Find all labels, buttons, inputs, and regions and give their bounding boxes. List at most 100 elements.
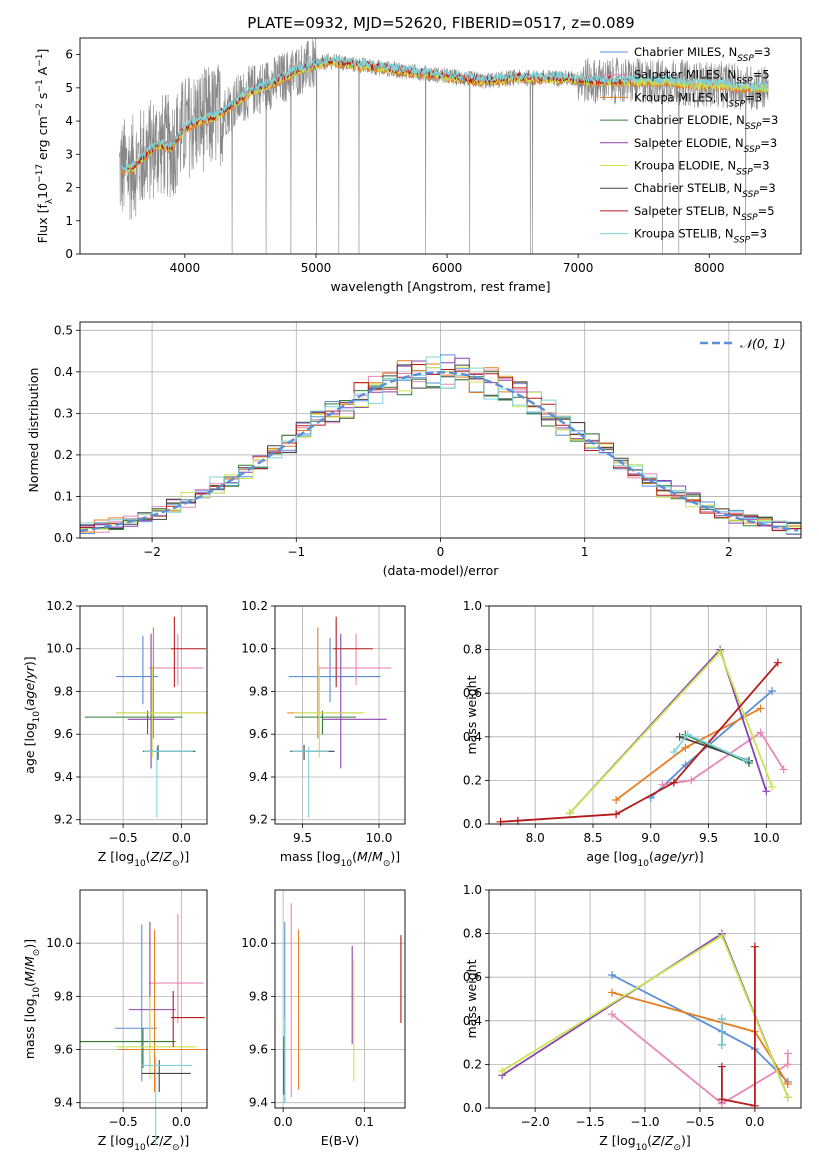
x-tick-label: 9.5 [293, 831, 312, 845]
x-tick-label: 5000 [301, 261, 332, 275]
x-tick-label: 0.0 [745, 1115, 764, 1129]
weight-point-marker [717, 1014, 726, 1023]
x-tick-label: 9.0 [641, 831, 660, 845]
weight-point-marker [768, 687, 777, 696]
axes-frame [274, 889, 406, 1109]
y-tick-label: 0.6 [463, 970, 482, 984]
axes-frame [79, 889, 208, 1109]
y-axis-label: mass [log10(M/M⊙)] [22, 939, 42, 1059]
weight-point-marker [783, 1060, 792, 1069]
legend-label: Chabrier MILES, NSSP=3 [634, 45, 771, 64]
histogram-line [80, 356, 801, 534]
x-tick-label: 7000 [563, 261, 594, 275]
y-tick-label: 6 [65, 48, 73, 62]
x-tick-label: 6000 [432, 261, 463, 275]
y-tick-label: 0.1 [54, 489, 73, 503]
y-tick-label: 9.4 [249, 770, 268, 784]
weight-point-marker [779, 765, 788, 774]
panels: 4000 5000 6000 7000 8000 0 1 2 3 4 5 6 wavelength [A… [22, 37, 802, 1153]
weight-series-line [569, 647, 768, 814]
legend-label: Salpeter STELIB, NSSP=5 [634, 204, 775, 223]
y-tick-label: 10.0 [241, 642, 268, 656]
y-tick-label: 0.0 [54, 531, 73, 545]
weight-point-marker [783, 1049, 792, 1058]
normal-curve-line [80, 371, 799, 532]
weight-point-marker [750, 942, 759, 951]
x-tick-label: 10.0 [366, 831, 393, 845]
x-tick-label: 9.5 [699, 831, 718, 845]
y-tick-label: 9.4 [54, 770, 73, 784]
legend-label: Salpeter ELODIE, NSSP=3 [634, 136, 777, 155]
y-tick-label: 0.8 [463, 643, 482, 657]
legend-label: Chabrier STELIB, NSSP=3 [634, 181, 776, 200]
panel-mass_age: 9.5 10.0 9.2 9.4 9.6 9.8 10.0 10.2 mass [log10(M… [241, 599, 406, 869]
weight-point-marker [750, 1101, 759, 1110]
panel-z_mass: −0.5 0.0 9.4 9.6 9.8 10.0 Z [log10(Z/Z⊙)] mass … [22, 889, 209, 1153]
x-tick-label: −2 [143, 545, 161, 559]
y-tick-label: 10.2 [241, 599, 268, 613]
figure-title: PLATE=0932, MJD=52620, FIBERID=0517, z=0… [247, 14, 634, 32]
y-tick-label: 9.8 [249, 684, 268, 698]
x-tick-label: −0.5 [109, 1115, 138, 1129]
axes-frame [488, 605, 802, 825]
x-axis-label: E(B-V) [321, 1133, 360, 1148]
y-tick-label: 1.0 [463, 599, 482, 613]
axes-frame [274, 605, 406, 825]
weight-series-line [662, 731, 785, 786]
weight-series-line [500, 662, 779, 823]
legend-label: Kroupa MILES, NSSP=3 [634, 90, 762, 109]
weight-point-marker [498, 1066, 507, 1075]
weight-point-marker [683, 730, 692, 739]
y-tick-label: 9.4 [54, 1096, 73, 1110]
x-axis-label: age [log10(age/yr)] [586, 849, 703, 869]
y-tick-label: 1.0 [463, 883, 482, 897]
axes-frame [488, 889, 802, 1109]
y-tick-label: 9.4 [249, 1096, 268, 1110]
axes-frame [79, 605, 208, 825]
x-axis-label: Z [log10(Z/Z⊙)] [599, 1133, 691, 1153]
y-tick-label: 0.4 [54, 365, 73, 379]
weight-point-marker [669, 778, 678, 787]
x-tick-label: 0 [437, 545, 445, 559]
x-axis-label: mass [log10(M/M⊙)] [280, 849, 400, 869]
y-tick-label: 9.8 [249, 989, 268, 1003]
axes-frame [79, 321, 802, 539]
legend-label: 𝒩(0, 1) [740, 336, 786, 351]
weight-point-marker [762, 787, 771, 796]
y-tick-label: 0.8 [463, 927, 482, 941]
x-tick-label: 0.0 [172, 831, 191, 845]
weight-point-marker [658, 780, 667, 789]
weight-point-marker [496, 817, 505, 826]
y-tick-label: 10.0 [241, 936, 268, 950]
weight-series-line [685, 733, 750, 764]
x-tick-label: −2.0 [521, 1115, 550, 1129]
legend-label: Chabrier ELODIE, NSSP=3 [634, 113, 778, 132]
weight-point-marker [608, 1010, 617, 1019]
legend-label: Kroupa STELIB, NSSP=3 [634, 227, 767, 246]
y-tick-label: 9.8 [54, 684, 73, 698]
y-axis-label: Normed distribution [26, 368, 41, 493]
x-tick-label: −1.0 [630, 1115, 659, 1129]
weight-point-marker [717, 931, 726, 940]
y-tick-label: 0.2 [463, 773, 482, 787]
weight-point-marker [717, 1062, 726, 1071]
y-tick-label: 5 [65, 81, 73, 95]
y-tick-label: 0.3 [54, 406, 73, 420]
weight-point-marker [742, 756, 751, 765]
y-tick-label: 10.2 [46, 599, 73, 613]
legend-label: Kroupa ELODIE, NSSP=3 [634, 159, 770, 178]
x-tick-label: 8.0 [526, 831, 545, 845]
weight-point-marker [681, 743, 690, 752]
legend-label: Salpeter MILES, NSSP=5 [634, 68, 770, 87]
x-tick-label: 1 [581, 545, 589, 559]
y-tick-label: 2 [65, 181, 73, 195]
x-tick-label: 0.0 [172, 1115, 191, 1129]
weight-point-marker [612, 810, 621, 819]
x-tick-label: 2 [725, 545, 733, 559]
y-tick-label: 9.8 [54, 989, 73, 1003]
axes-frame [79, 37, 802, 255]
y-tick-label: 0.0 [463, 1101, 482, 1115]
y-tick-label: 9.2 [54, 813, 73, 827]
weight-point-marker [608, 971, 617, 980]
